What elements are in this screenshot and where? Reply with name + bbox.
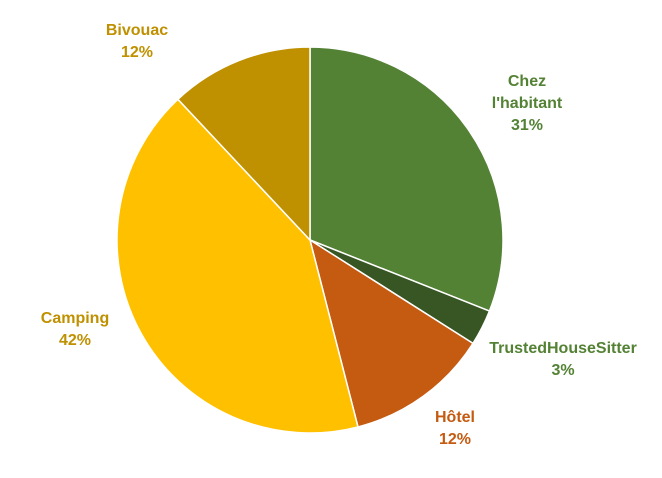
label-percent: 3% [551,362,574,379]
label-bivouac: Bivouac 12% [106,22,168,61]
pie-slices [116,46,504,434]
slice-h-tel [308,238,474,428]
label-percent: 12% [121,44,153,61]
label-h-tel: Hôtel 12% [435,409,475,448]
label-chez-l-habitant: Chez l'habitant 31% [492,73,563,134]
slice-chez-l-habitant [309,46,504,313]
label-camping: Camping 42% [41,310,109,349]
slice-bivouac [176,46,311,242]
label-percent: 31% [511,117,543,134]
label-percent: 42% [59,332,91,349]
label-text: Camping [41,310,109,327]
label-text: Chez [508,73,546,90]
label-text: Hôtel [435,409,475,426]
slice-camping [116,98,359,434]
label-percent: 12% [439,431,471,448]
label-trustedhousesitter: TrustedHouseSitter 3% [489,340,637,379]
pie-labels: Chez l'habitant 31% TrustedHouseSitter 3% Hôt… [41,22,637,448]
label-text: TrustedHouseSitter [489,340,637,357]
label-text: l'habitant [492,95,563,112]
label-text: Bivouac [106,22,168,39]
